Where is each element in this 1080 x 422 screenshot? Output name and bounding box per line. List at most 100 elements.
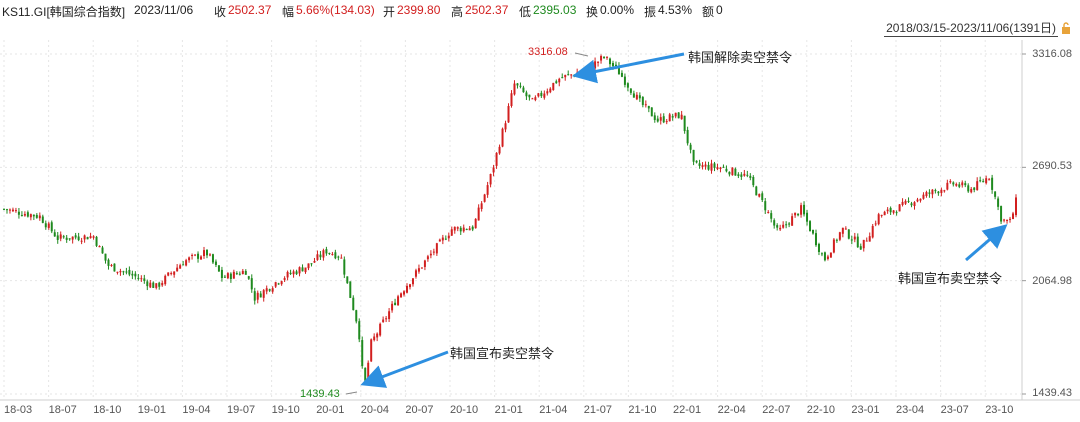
candle-body bbox=[5, 209, 8, 211]
candle-body bbox=[838, 232, 841, 240]
candle-body bbox=[937, 191, 940, 194]
candle-body bbox=[274, 282, 277, 287]
candle-body bbox=[773, 220, 776, 226]
candle-body bbox=[373, 336, 376, 341]
date-range-selector[interactable]: 2018/03/15-2023/11/06(1391日) bbox=[884, 21, 1058, 37]
candle-body bbox=[194, 254, 197, 256]
candle-body bbox=[994, 191, 997, 197]
candle-body bbox=[232, 271, 235, 279]
x-tick-label: 22-10 bbox=[806, 404, 835, 416]
candle-body bbox=[695, 160, 698, 163]
candle-body bbox=[379, 323, 382, 336]
candle-body bbox=[522, 87, 525, 93]
candle-body bbox=[841, 227, 844, 234]
candle-body bbox=[370, 339, 373, 362]
candle-body bbox=[462, 227, 465, 232]
candle-body bbox=[603, 56, 606, 58]
change-value: 5.66%(134.03) bbox=[296, 3, 375, 17]
candle-body bbox=[534, 97, 537, 101]
candle-body bbox=[167, 272, 170, 276]
candle-body bbox=[408, 284, 411, 288]
candle-body bbox=[797, 213, 800, 216]
quote-date: 2023/11/06 bbox=[134, 3, 194, 17]
candle-body bbox=[934, 190, 937, 192]
candle-body bbox=[14, 210, 17, 212]
candle-body bbox=[588, 64, 591, 69]
y-tick-label: 2690.53 bbox=[1032, 160, 1072, 172]
candle-body bbox=[385, 318, 388, 320]
index-code: KS11.GI[韩国综合指数] bbox=[2, 5, 126, 19]
candle-body bbox=[591, 65, 594, 69]
candle-body bbox=[895, 212, 898, 214]
candle-body bbox=[38, 215, 41, 219]
candle-body bbox=[758, 193, 761, 197]
candle-body bbox=[400, 293, 403, 298]
candle-body bbox=[429, 253, 432, 256]
x-tick-label: 22-04 bbox=[717, 404, 746, 416]
candle-body bbox=[59, 234, 62, 239]
candle-body bbox=[967, 185, 970, 192]
candle-body bbox=[779, 227, 782, 230]
candle-body bbox=[32, 214, 35, 217]
x-tick-label: 20-04 bbox=[360, 404, 389, 416]
candle-body bbox=[552, 82, 555, 90]
high-value: 2502.37 bbox=[465, 3, 509, 17]
candle-body bbox=[498, 146, 501, 154]
candle-body bbox=[310, 263, 313, 265]
candle-body bbox=[719, 167, 722, 170]
candle-body bbox=[26, 212, 29, 217]
candle-body bbox=[770, 213, 773, 219]
candle-body bbox=[283, 278, 286, 280]
candle-body bbox=[803, 204, 806, 215]
candle-body bbox=[997, 198, 1000, 207]
candle-body bbox=[653, 115, 656, 120]
candle-body bbox=[423, 260, 426, 267]
candle-body bbox=[176, 267, 179, 272]
candle-body bbox=[122, 271, 125, 273]
candle-body bbox=[940, 189, 943, 194]
candle-body bbox=[131, 273, 134, 276]
candle-body bbox=[970, 188, 973, 193]
candle-body bbox=[961, 182, 964, 186]
candle-body bbox=[277, 283, 280, 285]
candle-body bbox=[417, 268, 420, 272]
candle-body bbox=[623, 76, 626, 85]
candle-body bbox=[698, 163, 701, 166]
candle-body bbox=[611, 63, 614, 67]
candle-body bbox=[95, 236, 98, 246]
candle-body bbox=[17, 211, 20, 215]
arrow-lift-ban bbox=[572, 52, 685, 84]
open-value: 2399.80 bbox=[397, 3, 441, 17]
x-tick-label: 19-01 bbox=[137, 404, 166, 416]
candle-body bbox=[677, 112, 680, 119]
candle-body bbox=[438, 239, 441, 242]
candle-body bbox=[907, 200, 910, 202]
candle-body bbox=[152, 282, 155, 288]
candle-body bbox=[352, 297, 355, 311]
lock-icon[interactable] bbox=[1060, 22, 1072, 34]
candle-body bbox=[638, 95, 641, 99]
candle-body bbox=[662, 116, 665, 123]
quote-header: KS11.GI[韩国综合指数] 2023/11/06 收 2502.37 幅 5… bbox=[0, 0, 1080, 20]
candle-body bbox=[546, 91, 549, 94]
max-price-label: 3316.08 bbox=[528, 46, 568, 58]
candle-body bbox=[925, 192, 928, 197]
candle-body bbox=[743, 173, 746, 176]
candle-body bbox=[134, 273, 137, 277]
candle-body bbox=[89, 236, 92, 239]
candle-body bbox=[806, 212, 809, 222]
candle-body bbox=[203, 250, 206, 257]
candle-body bbox=[635, 94, 638, 100]
candle-body bbox=[528, 94, 531, 98]
candle-body bbox=[931, 189, 934, 195]
candle-body bbox=[271, 288, 274, 292]
candle-body bbox=[313, 261, 316, 263]
x-tick-label: 20-10 bbox=[450, 404, 479, 416]
candle-body bbox=[474, 218, 477, 229]
candle-body bbox=[889, 207, 892, 213]
candle-body bbox=[367, 362, 370, 380]
candle-body bbox=[80, 240, 83, 242]
amplitude-label: 振 bbox=[644, 5, 657, 19]
candle-body bbox=[689, 144, 692, 150]
candle-body bbox=[722, 166, 725, 168]
